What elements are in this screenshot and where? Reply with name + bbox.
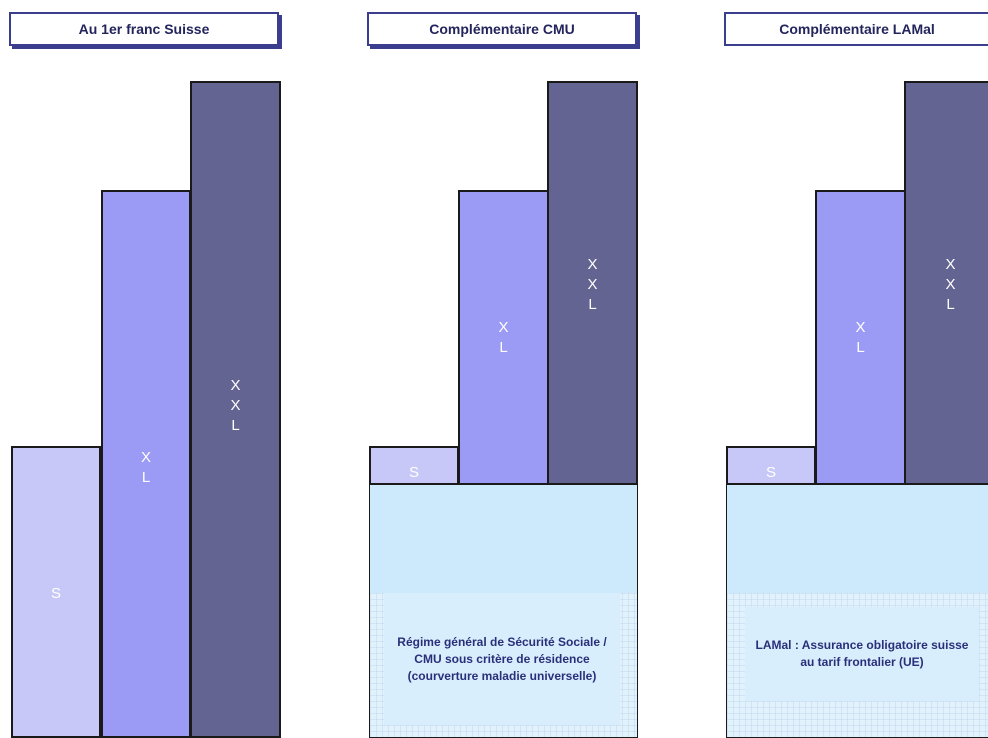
panel-2-bar-s: S	[369, 446, 459, 486]
panel-2-base-caption: Régime général de Sécurité Sociale / CMU…	[384, 593, 620, 725]
panel-1-bar-xl-label: X L	[140, 449, 151, 486]
panel-2-bar-xl-label: X L	[498, 319, 509, 356]
panel-3-title-text: Complémentaire LAMal	[779, 21, 935, 37]
panel-2-title-text: Complémentaire CMU	[429, 21, 575, 37]
panel-1-bar-xl: X L	[101, 190, 191, 738]
panel-3-title: Complémentaire LAMal	[724, 12, 988, 46]
panel-2-bar-xl: X L	[458, 190, 549, 486]
panel-3-bar-xl-label: X L	[855, 319, 866, 356]
panel-2-bar-xxl: X X L	[547, 81, 638, 486]
panel-1-bar-xxl-label: X X L	[230, 377, 241, 434]
panel-3-bar-xxl-label: X X L	[945, 256, 956, 313]
panel-3-bar-s-label: S	[765, 464, 776, 481]
panel-1-bar-s-label: S	[50, 585, 61, 602]
panel-1-bar-xxl: X X L	[190, 81, 281, 738]
panel-3-base-caption: LAMal : Assurance obligatoire suisse au …	[745, 607, 979, 701]
panel-2-bar-s-label: S	[408, 464, 419, 481]
panel-2-bar-xxl-label: X X L	[587, 256, 598, 313]
panel-3-base-coverage: LAMal : Assurance obligatoire suisse au …	[726, 483, 988, 738]
panel-3-bar-s: S	[726, 446, 816, 486]
panel-1-title: Au 1er franc Suisse	[9, 12, 279, 46]
panel-2-title: Complémentaire CMU	[367, 12, 637, 46]
panel-2-base-coverage: Régime général de Sécurité Sociale / CMU…	[369, 483, 638, 738]
panel-1-bar-s: S	[11, 446, 101, 738]
panel-1-title-text: Au 1er franc Suisse	[78, 21, 210, 37]
panel-3-bar-xxl: X X L	[904, 81, 988, 486]
panel-3-bar-xl: X L	[815, 190, 906, 486]
